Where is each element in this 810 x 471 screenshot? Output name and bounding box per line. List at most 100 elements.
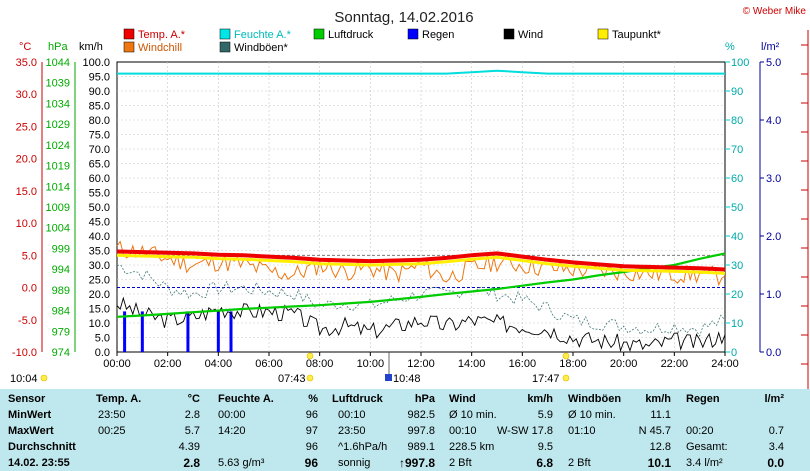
stats-table: Sensor Temp. A. °C Feuchte A.% Luftdruck hPa W… <box>0 389 810 471</box>
legend-swatch <box>407 28 419 40</box>
x-tick-label: 16:00 <box>509 358 537 370</box>
table-header: Regen <box>686 393 720 405</box>
wind-tick-label: 85.0 <box>89 101 110 113</box>
series-wind <box>116 296 726 353</box>
rain-bar <box>216 311 220 352</box>
x-tick-label: 00:00 <box>103 358 131 370</box>
table-cell: Ø 10 min. <box>568 409 616 421</box>
table-cell: 11.1 <box>650 409 671 421</box>
sun-start-label: 10:04 <box>10 373 38 385</box>
table-cell: 01:10 <box>568 425 596 437</box>
wind-tick-label: 95.0 <box>89 72 110 84</box>
temp-tick-label: -5.0 <box>18 315 37 327</box>
wind-tick-label: 70.0 <box>89 144 110 156</box>
x-tick-label: 02:00 <box>154 358 182 370</box>
table-cell: 982.5 <box>407 409 435 421</box>
table-header: l/m² <box>764 393 784 405</box>
table-header: Luftdruck <box>332 393 383 405</box>
humidity-tick-label: 40 <box>731 231 743 243</box>
table-cell: 6.8 <box>536 456 553 470</box>
legend-label: Regen <box>422 29 454 41</box>
table-cell: 2 Bft <box>449 457 472 469</box>
table-cell: 00:10 <box>338 409 366 421</box>
humidity-tick-label: 70 <box>731 144 743 156</box>
rain-tick-label: 5.0 <box>766 57 781 69</box>
sun-icon <box>40 374 48 382</box>
temp-tick-label: 0.0 <box>22 283 37 295</box>
humidity-tick-label: 100 <box>731 57 749 69</box>
legend-label: Temp. A.* <box>138 29 186 41</box>
legend-label: Taupunkt* <box>612 29 662 41</box>
humidity-tick-label: 50 <box>731 202 743 214</box>
rain-bar <box>123 311 127 352</box>
temp-tick-label: 10.0 <box>16 218 37 230</box>
table-row-label: Durchschnitt <box>8 441 76 453</box>
wind-tick-label: 65.0 <box>89 159 110 171</box>
x-tick-label: 06:00 <box>255 358 283 370</box>
temp-tick-label: 25.0 <box>16 121 37 133</box>
wind-tick-label: 60.0 <box>89 173 110 185</box>
table-header: Feuchte A. <box>218 393 274 405</box>
table-cell: ^1.6hPa/h <box>338 441 388 453</box>
table-cell: N 45.7 <box>638 425 671 437</box>
wind-unit-label: km/h <box>79 41 103 53</box>
table-cell: 3.4 l/m² <box>686 457 723 469</box>
table-cell: Ø 10 min. <box>449 409 497 421</box>
x-tick-label: 20:00 <box>610 358 638 370</box>
table-cell: 9.5 <box>537 441 553 453</box>
axes: 35.030.025.020.015.010.05.00.0-5.0-10.01… <box>12 30 809 389</box>
humidity-tick-label: 30 <box>731 260 743 272</box>
table-cell: 00:20 <box>686 425 714 437</box>
x-tick-label: 10:00 <box>357 358 385 370</box>
sun-icon <box>306 374 314 382</box>
pressure-tick-label: 989 <box>52 285 70 297</box>
table-header: % <box>308 393 318 405</box>
rain-tick-label: 2.0 <box>766 231 781 243</box>
table-cell: 997.8 <box>407 425 435 437</box>
pressure-tick-label: 1029 <box>46 119 70 131</box>
wind-tick-label: 45.0 <box>89 217 110 229</box>
table-cell: 97 <box>305 425 318 437</box>
sun-icon <box>562 352 570 360</box>
table-cell: 0.0 <box>767 456 784 470</box>
series-layer <box>116 69 726 353</box>
humidity-tick-label: 0 <box>731 347 737 359</box>
legend-swatch <box>123 28 135 40</box>
x-tick-label: 18:00 <box>559 358 587 370</box>
table-cell: sonnig <box>338 457 371 469</box>
pressure-tick-label: 1014 <box>46 181 70 193</box>
pressure-tick-label: 974 <box>52 347 70 359</box>
pressure-tick-label: 1044 <box>46 57 70 69</box>
x-tick-label: 04:00 <box>205 358 233 370</box>
temp-unit-label: °C <box>19 41 31 53</box>
table-header: Windböen <box>568 393 622 405</box>
wind-tick-label: 80.0 <box>89 115 110 127</box>
table-row-label: MaxWert <box>8 425 54 437</box>
wind-tick-label: 0.0 <box>95 347 110 359</box>
humidity-tick-label: 90 <box>731 86 743 98</box>
wind-tick-label: 30.0 <box>89 260 110 272</box>
table-cell: 5.7 <box>184 425 200 437</box>
x-tick-label: 24:00 <box>711 358 739 370</box>
humidity-unit-label: % <box>725 41 735 53</box>
pressure-tick-label: 999 <box>52 243 70 255</box>
pressure-tick-label: 979 <box>52 326 70 338</box>
legend-swatch <box>313 28 325 40</box>
series-temp <box>116 249 726 272</box>
x-tick-label: 08:00 <box>306 358 334 370</box>
x-tick-label: 14:00 <box>458 358 486 370</box>
pressure-tick-label: 1034 <box>46 98 70 110</box>
sunset-label: 17:47 <box>532 373 560 385</box>
temp-tick-label: -10.0 <box>12 347 37 359</box>
table-header: km/h <box>527 393 553 405</box>
table-header: km/h <box>645 393 671 405</box>
table-cell: 3.4 <box>768 441 784 453</box>
table-cell: 989.1 <box>407 441 435 453</box>
rain-tick-label: 3.0 <box>766 173 781 185</box>
wind-tick-label: 100.0 <box>82 57 110 69</box>
series-dewpoint <box>116 253 726 275</box>
pressure-tick-label: 1019 <box>46 161 70 173</box>
series-humidity <box>117 69 725 75</box>
rain-tick-label: 1.0 <box>766 289 781 301</box>
legend-label: Feuchte A.* <box>234 29 292 41</box>
